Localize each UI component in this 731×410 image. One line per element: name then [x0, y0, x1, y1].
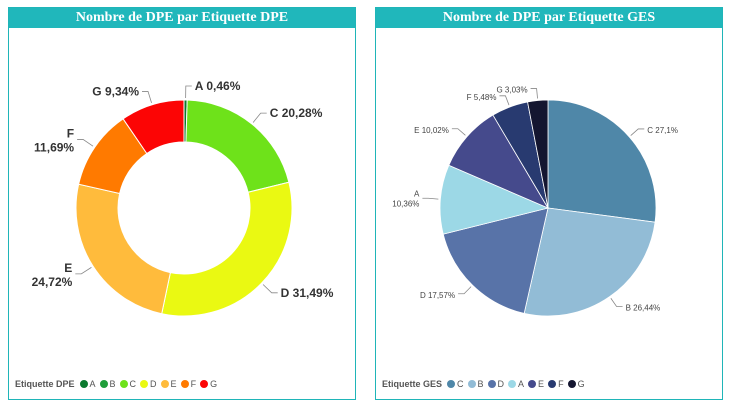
svg-dpe-label-a: A 0,46% — [195, 79, 241, 93]
svg-ges-slice-a[interactable] — [439, 164, 550, 235]
legend-ges-label-e: E — [538, 379, 545, 389]
legend-ges-item-b[interactable]: B — [467, 379, 484, 389]
dpe-legend: Etiquette DPE A B C D E F G — [15, 379, 221, 389]
svg-ges-label-c: C 27,1% — [647, 126, 678, 135]
svg-ges-slice-c[interactable] — [547, 99, 657, 223]
legend-ges-label-d: D — [497, 379, 505, 389]
ges-chart-title: Nombre de DPE par Etiquette GES — [376, 8, 722, 28]
legend-dpe-label-e: E — [170, 379, 177, 389]
svg-ges-leader-g — [530, 88, 538, 99]
legend-dpe-label-c: C — [129, 379, 137, 389]
legend-dpe-item-c[interactable]: C — [119, 379, 137, 389]
legend-dpe-swatch-b — [99, 380, 108, 388]
svg-ges-slice-g[interactable] — [527, 99, 549, 209]
legend-dpe-item-g[interactable]: G — [200, 379, 217, 389]
svg-ges-leader-b — [610, 298, 623, 307]
legend-dpe-swatch-a — [79, 380, 88, 388]
legend-dpe-item-d[interactable]: D — [140, 379, 157, 389]
svg-dpe-leader-g — [142, 91, 152, 104]
legend-ges-label-a: A — [518, 379, 525, 389]
svg-dpe-slice-d[interactable] — [161, 181, 293, 317]
svg-ges-label-b: B 26,44% — [626, 303, 661, 312]
svg-ges-leader-e — [451, 128, 466, 136]
legend-ges-item-a[interactable]: A — [508, 379, 524, 389]
svg-dpe-leader-c — [252, 112, 267, 123]
svg-ges-leader-f — [499, 95, 510, 106]
legend-ges-swatch-c — [447, 380, 456, 388]
svg-ges-label-d: D 17,57% — [420, 291, 455, 300]
legend-ges-item-d[interactable]: D — [487, 379, 505, 389]
svg-ges-slice-d[interactable] — [442, 207, 549, 314]
svg-dpe-slice-e[interactable] — [75, 183, 171, 315]
legend-dpe-label-d: D — [150, 379, 157, 389]
svg-ges-leader-a — [422, 197, 439, 200]
legend-ges-label-f: F — [558, 379, 564, 389]
svg-dpe-label-f: F 11,69% — [34, 126, 74, 154]
dpe-donut-chart: A 0,46% C 20,28% D 31,49% E 24,72% F 11,69% G 9… — [32, 79, 334, 317]
legend-dpe-item-a[interactable]: A — [79, 379, 96, 389]
ges-pie-chart: C 27,1% B 26,44% D 17,57% A 10,36% E 10,02% F … — [392, 86, 678, 317]
svg-ges-leader-d — [458, 286, 472, 295]
svg-dpe-label-d: D 31,49% — [281, 286, 334, 300]
ges-legend: Etiquette GES C B D A E F G — [382, 379, 589, 389]
legend-ges-label-g: G — [577, 379, 585, 389]
legend-dpe-swatch-d — [140, 380, 149, 388]
legend-ges-swatch-b — [467, 380, 476, 388]
legend-ges-swatch-g — [567, 380, 576, 388]
svg-ges-label-a: A 10,36% — [392, 189, 420, 208]
svg-dpe-leader-d — [262, 284, 278, 294]
legend-dpe-item-f[interactable]: F — [180, 379, 197, 389]
legend-dpe-label-g: G — [210, 379, 218, 389]
legend-ges-swatch-d — [487, 380, 496, 388]
svg-ges-label-f: F 5,48% — [467, 93, 497, 102]
legend-ges-swatch-a — [508, 380, 517, 388]
legend-dpe-item-b[interactable]: B — [99, 379, 116, 389]
svg-dpe-leader-e — [75, 267, 92, 275]
legend-dpe-swatch-e — [160, 380, 169, 388]
legend-dpe-label-f: F — [190, 379, 197, 389]
svg-dpe-label-c: C 20,28% — [270, 106, 323, 120]
ges-legend-title: Etiquette GES — [382, 379, 443, 389]
legend-dpe-item-e[interactable]: E — [160, 379, 177, 389]
legend-ges-label-b: B — [477, 379, 484, 389]
svg-dpe-leader-a — [185, 85, 192, 99]
svg-ges-leader-c — [630, 128, 645, 136]
svg-ges-slice-b[interactable] — [523, 207, 656, 317]
legend-ges-label-c: C — [457, 379, 464, 389]
legend-ges-item-g[interactable]: G — [567, 379, 585, 389]
svg-ges-label-e: E 10,02% — [414, 126, 449, 135]
svg-dpe-slice-g[interactable] — [122, 99, 185, 155]
legend-ges-swatch-f — [548, 380, 557, 388]
legend-ges-item-e[interactable]: E — [528, 379, 544, 389]
legend-dpe-label-b: B — [109, 379, 116, 389]
svg-dpe-label-g: G 9,34% — [92, 84, 139, 98]
legend-ges-swatch-e — [528, 380, 537, 388]
ges-chart-panel: Nombre de DPE par Etiquette GES C 27,1% B… — [375, 7, 723, 400]
dpe-chart-title: Nombre de DPE par Etiquette DPE — [9, 8, 355, 28]
svg-dpe-label-e: E 24,72% — [32, 261, 73, 289]
legend-dpe-swatch-c — [119, 380, 128, 388]
dpe-chart-panel: Nombre de DPE par Etiquette DPE A 0,46% C… — [8, 7, 356, 400]
svg-dpe-leader-f — [77, 139, 94, 147]
legend-dpe-swatch-g — [200, 380, 209, 388]
legend-ges-item-f[interactable]: F — [548, 379, 564, 389]
svg-ges-label-g: G 3,03% — [496, 86, 527, 95]
legend-dpe-label-a: A — [89, 379, 96, 389]
legend-dpe-swatch-f — [180, 380, 189, 388]
legend-ges-item-c[interactable]: C — [447, 379, 464, 389]
dpe-legend-title: Etiquette DPE — [15, 379, 75, 389]
